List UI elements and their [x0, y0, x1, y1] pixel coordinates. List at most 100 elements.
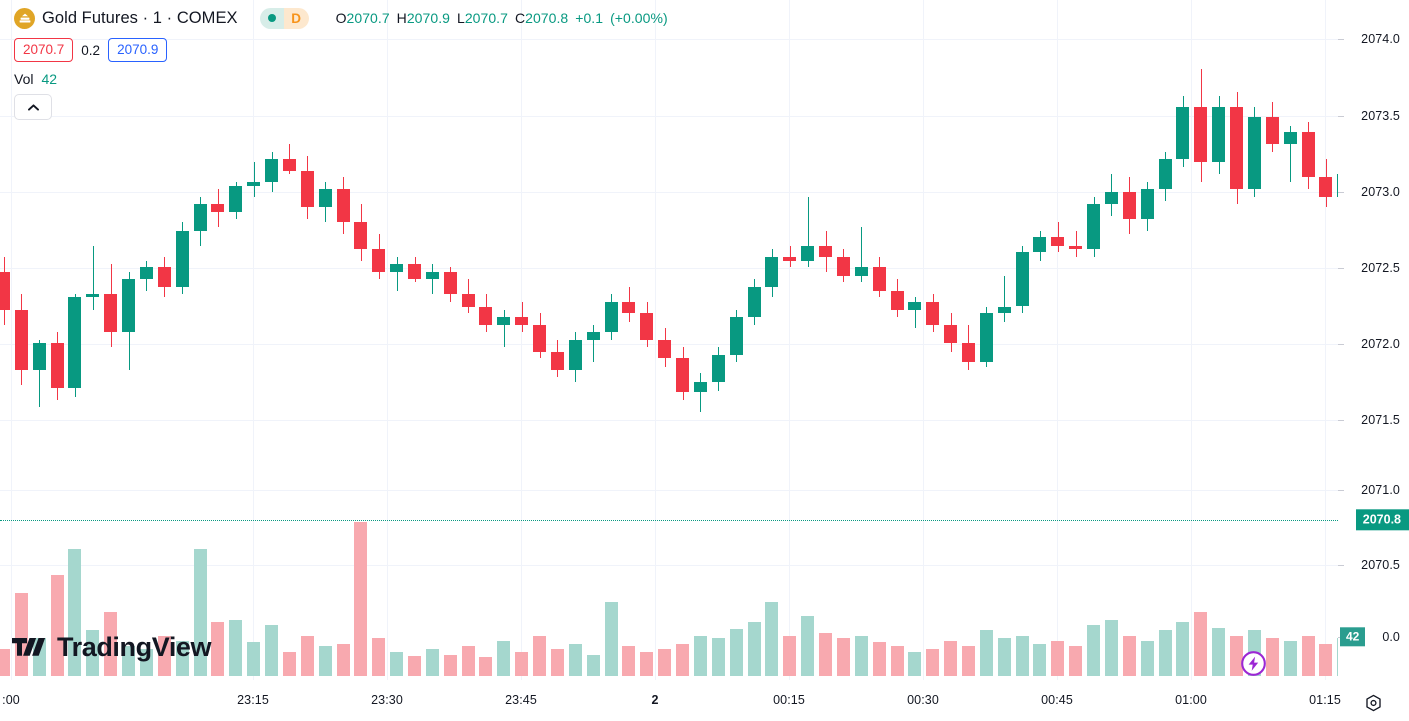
price-tick-dash [1338, 192, 1344, 193]
volume-bar [1069, 646, 1083, 676]
candle-body [819, 246, 833, 257]
volume-bar [872, 642, 886, 676]
low-value: 2070.7 [464, 10, 508, 26]
candle-body [32, 342, 46, 370]
volume-bar [1283, 641, 1297, 676]
candle-body [0, 271, 10, 310]
candle-body [336, 189, 350, 223]
volume-bar [783, 635, 797, 676]
volume-bar [926, 649, 940, 676]
candle-body [372, 249, 386, 272]
candle-body [1015, 252, 1029, 307]
candle-body [354, 222, 368, 250]
price-tick-dash [1338, 268, 1344, 269]
price-axis-tick: 2073.0 [1361, 185, 1400, 199]
price-line [0, 519, 1338, 521]
price-axis-tick: 2070.5 [1361, 558, 1400, 572]
candle-body [568, 339, 582, 370]
volume-bar [1122, 635, 1136, 676]
volume-bar [533, 635, 547, 676]
candle-body [801, 246, 815, 262]
candle-body [86, 294, 100, 298]
volume-bar [1230, 635, 1244, 676]
candle-body [390, 264, 404, 272]
candle-body [747, 286, 761, 318]
candle-body [961, 342, 975, 363]
volume-bar [1033, 643, 1047, 676]
chevron-up-icon [27, 103, 39, 111]
candle-body [1140, 189, 1154, 220]
candle-wick [1004, 276, 1005, 322]
volume-bar [229, 619, 243, 676]
candle-body [872, 267, 886, 292]
price-axis[interactable]: 2074.0 2073.5 2073.0 2072.5 2072.0 2071.5 2071… [1338, 0, 1409, 680]
time-axis[interactable]: :00 23:15 23:30 23:45 2 00:15 00:30 00:45 01:00 0… [0, 680, 1409, 721]
ohlc-values: O2070.7 H2070.9 L2070.7 C2070.8 +0.1 (+0.00%) [336, 10, 668, 26]
candle-wick [1076, 231, 1077, 257]
candle-body [1104, 192, 1118, 205]
volume-bar [50, 575, 64, 676]
candle-body [836, 256, 850, 277]
volume-bar [390, 651, 404, 676]
candle-body [765, 256, 779, 287]
volume-bar [211, 622, 225, 676]
candle-body [979, 312, 993, 363]
volume-bar [354, 521, 368, 676]
volume-bar [944, 641, 958, 676]
candle-wick [289, 144, 290, 175]
volume-bar [693, 635, 707, 676]
collapse-pane-button[interactable] [14, 94, 52, 120]
volume-bar [658, 649, 672, 676]
volume-bar [1319, 643, 1333, 676]
interval-badge[interactable]: D [259, 7, 309, 29]
volume-bar [1176, 622, 1190, 676]
candle-body [1319, 177, 1333, 197]
bid-price[interactable]: 2070.7 [14, 37, 74, 63]
volume-bar [568, 643, 582, 676]
candle-body [640, 312, 654, 340]
current-price-badge: 2070.8 [1355, 509, 1409, 531]
gridline-vertical [521, 0, 522, 680]
candle-body [1194, 106, 1208, 163]
candle-wick [504, 309, 505, 348]
time-axis-tick: 01:00 [1175, 693, 1207, 707]
price-tick-dash [1338, 565, 1344, 566]
volume-bar [1265, 638, 1279, 676]
volume-label: Vol [14, 71, 34, 87]
volume-bar [836, 638, 850, 676]
gridline-vertical [253, 0, 254, 680]
gridline-vertical [387, 0, 388, 680]
high-label: H [396, 10, 407, 26]
price-axis-tick: 2074.0 [1361, 32, 1400, 46]
gridline-horizontal [0, 490, 1338, 491]
volume-bar [1194, 611, 1208, 676]
interval-badge-label: D [283, 7, 309, 29]
volume-bar [997, 638, 1011, 676]
candle-body [729, 317, 743, 355]
chart-pane[interactable] [0, 0, 1338, 680]
price-axis-tick: 2072.5 [1361, 261, 1400, 275]
volume-bar [336, 643, 350, 676]
candle-body [586, 332, 600, 340]
gridline-vertical [923, 0, 924, 680]
candle-body [890, 291, 904, 310]
high-value: 2070.9 [406, 10, 450, 26]
candle-body [229, 186, 243, 212]
volume-bar [282, 651, 296, 676]
volume-bar [1087, 625, 1101, 676]
price-tick-dash [1338, 39, 1344, 40]
lightning-bolt-icon[interactable] [1240, 650, 1267, 682]
candle-wick [1290, 126, 1291, 182]
volume-bar [908, 651, 922, 676]
price-axis-tick: 2071.5 [1361, 413, 1400, 427]
volume-bar [86, 630, 100, 676]
volume-bar [0, 649, 10, 676]
volume-bar [497, 641, 511, 676]
spread-value: 0.2 [81, 42, 101, 58]
ask-price[interactable]: 2070.9 [108, 37, 168, 63]
volume-bar [1212, 627, 1226, 676]
price-tick-dash [1338, 420, 1344, 421]
volume-bar [1337, 638, 1338, 676]
settings-gear-icon[interactable] [1364, 694, 1383, 718]
